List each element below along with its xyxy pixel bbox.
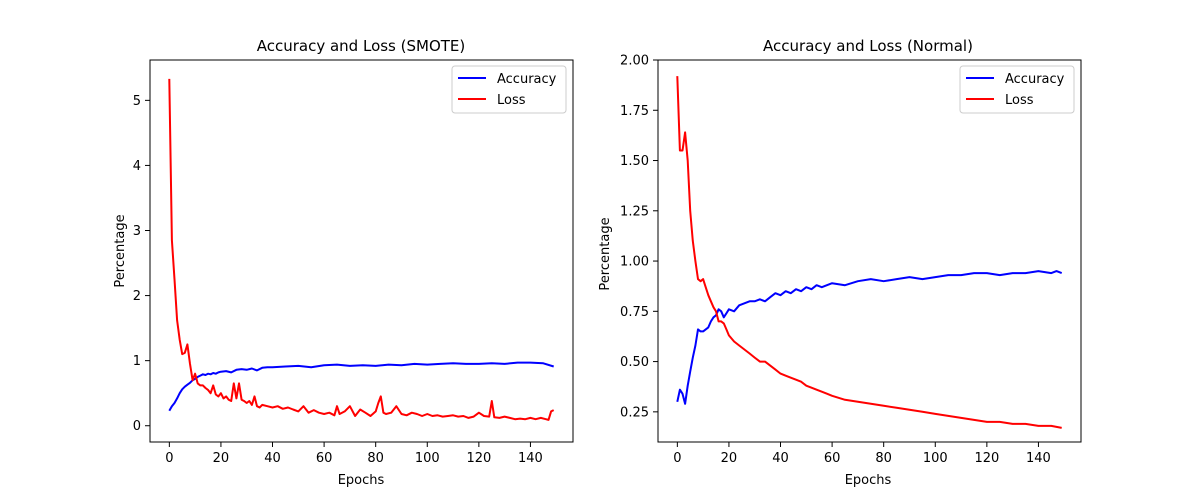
- x-tick-label-smote: 20: [213, 451, 230, 466]
- y-tick-label-smote: 5: [133, 94, 141, 109]
- x-tick-label-normal: 20: [721, 451, 738, 466]
- y-tick-label-smote: 1: [133, 354, 141, 369]
- x-tick-label-normal: 100: [923, 451, 948, 466]
- x-tick-label-normal: 120: [974, 451, 999, 466]
- axes-frame-smote: [149, 59, 574, 443]
- legend-label-loss-smote: Loss: [497, 93, 526, 108]
- y-tick-label-normal: 2.00: [620, 54, 649, 69]
- x-tick-label-smote: 60: [316, 451, 333, 466]
- x-tick-label-smote: 100: [415, 451, 440, 466]
- legend-label-loss-normal: Loss: [1005, 93, 1034, 108]
- plot-area-smote: 0 20 40 60 80 100 120 140 0 1 2 3 4 5: [133, 59, 574, 466]
- y-tick-label-smote: 0: [133, 419, 141, 434]
- x-ticks-normal: 0 20 40 60 80 100 120 140: [673, 442, 1051, 466]
- y-tick-label-smote: 3: [133, 224, 141, 239]
- legend-label-accuracy-normal: Accuracy: [1005, 72, 1065, 87]
- plot-area-normal: 0 20 40 60 80 100 120 140 0.25 0.50 0.75 1.00 1.25 1…: [620, 54, 1082, 466]
- subplot-normal: Accuracy and Loss (Normal) 0 20 40 60 80 100 1…: [598, 37, 1082, 488]
- x-tick-label-normal: 40: [772, 451, 789, 466]
- x-axis-label-smote: Epochs: [338, 473, 385, 488]
- x-tick-label-smote: 0: [165, 451, 173, 466]
- y-tick-label-normal: 1.50: [620, 154, 649, 169]
- legend-smote: Accuracy Loss: [451, 65, 567, 114]
- y-tick-label-normal: 1.00: [620, 255, 649, 270]
- series-line-accuracy-smote: [168, 361, 554, 412]
- series-line-loss-normal: [676, 76, 1062, 429]
- series-line-accuracy-normal: [676, 270, 1063, 405]
- y-tick-label-normal: 1.75: [620, 104, 649, 119]
- x-tick-label-normal: 80: [875, 451, 892, 466]
- x-axis-label-normal: Epochs: [845, 473, 892, 488]
- x-tick-label-normal: 60: [824, 451, 841, 466]
- x-tick-label-smote: 120: [466, 451, 491, 466]
- y-tick-label-normal: 1.25: [620, 204, 649, 219]
- x-tick-label-smote: 40: [264, 451, 281, 466]
- y-tick-label-normal: 0.50: [620, 355, 649, 370]
- y-tick-label-smote: 4: [133, 159, 141, 174]
- x-tick-label-normal: 0: [673, 451, 681, 466]
- y-ticks-normal: 0.25 0.50 0.75 1.00 1.25 1.50 1.75 2.00: [620, 54, 658, 420]
- chart-title-normal: Accuracy and Loss (Normal): [763, 37, 973, 55]
- series-lines-normal: [676, 76, 1063, 429]
- series-line-loss-smote: [168, 78, 555, 421]
- legend-normal: Accuracy Loss: [959, 65, 1075, 114]
- x-ticks-smote: 0 20 40 60 80 100 120 140: [165, 442, 543, 466]
- subplot-smote: Accuracy and Loss (SMOTE) 0 20 40 60 80 100 12…: [113, 37, 574, 488]
- y-ticks-smote: 0 1 2 3 4 5: [133, 94, 150, 434]
- y-tick-label-normal: 0.25: [620, 405, 649, 420]
- x-tick-label-normal: 140: [1026, 451, 1051, 466]
- y-tick-label-smote: 2: [133, 289, 141, 304]
- chart-title-smote: Accuracy and Loss (SMOTE): [257, 37, 466, 55]
- legend-label-accuracy-smote: Accuracy: [497, 72, 557, 87]
- x-tick-label-smote: 140: [518, 451, 543, 466]
- axes-frame-normal: [657, 59, 1082, 443]
- y-axis-label-smote: Percentage: [113, 214, 128, 287]
- x-tick-label-smote: 80: [367, 451, 384, 466]
- series-lines-smote: [168, 78, 555, 421]
- y-tick-label-normal: 0.75: [620, 305, 649, 320]
- y-axis-label-normal: Percentage: [598, 217, 613, 290]
